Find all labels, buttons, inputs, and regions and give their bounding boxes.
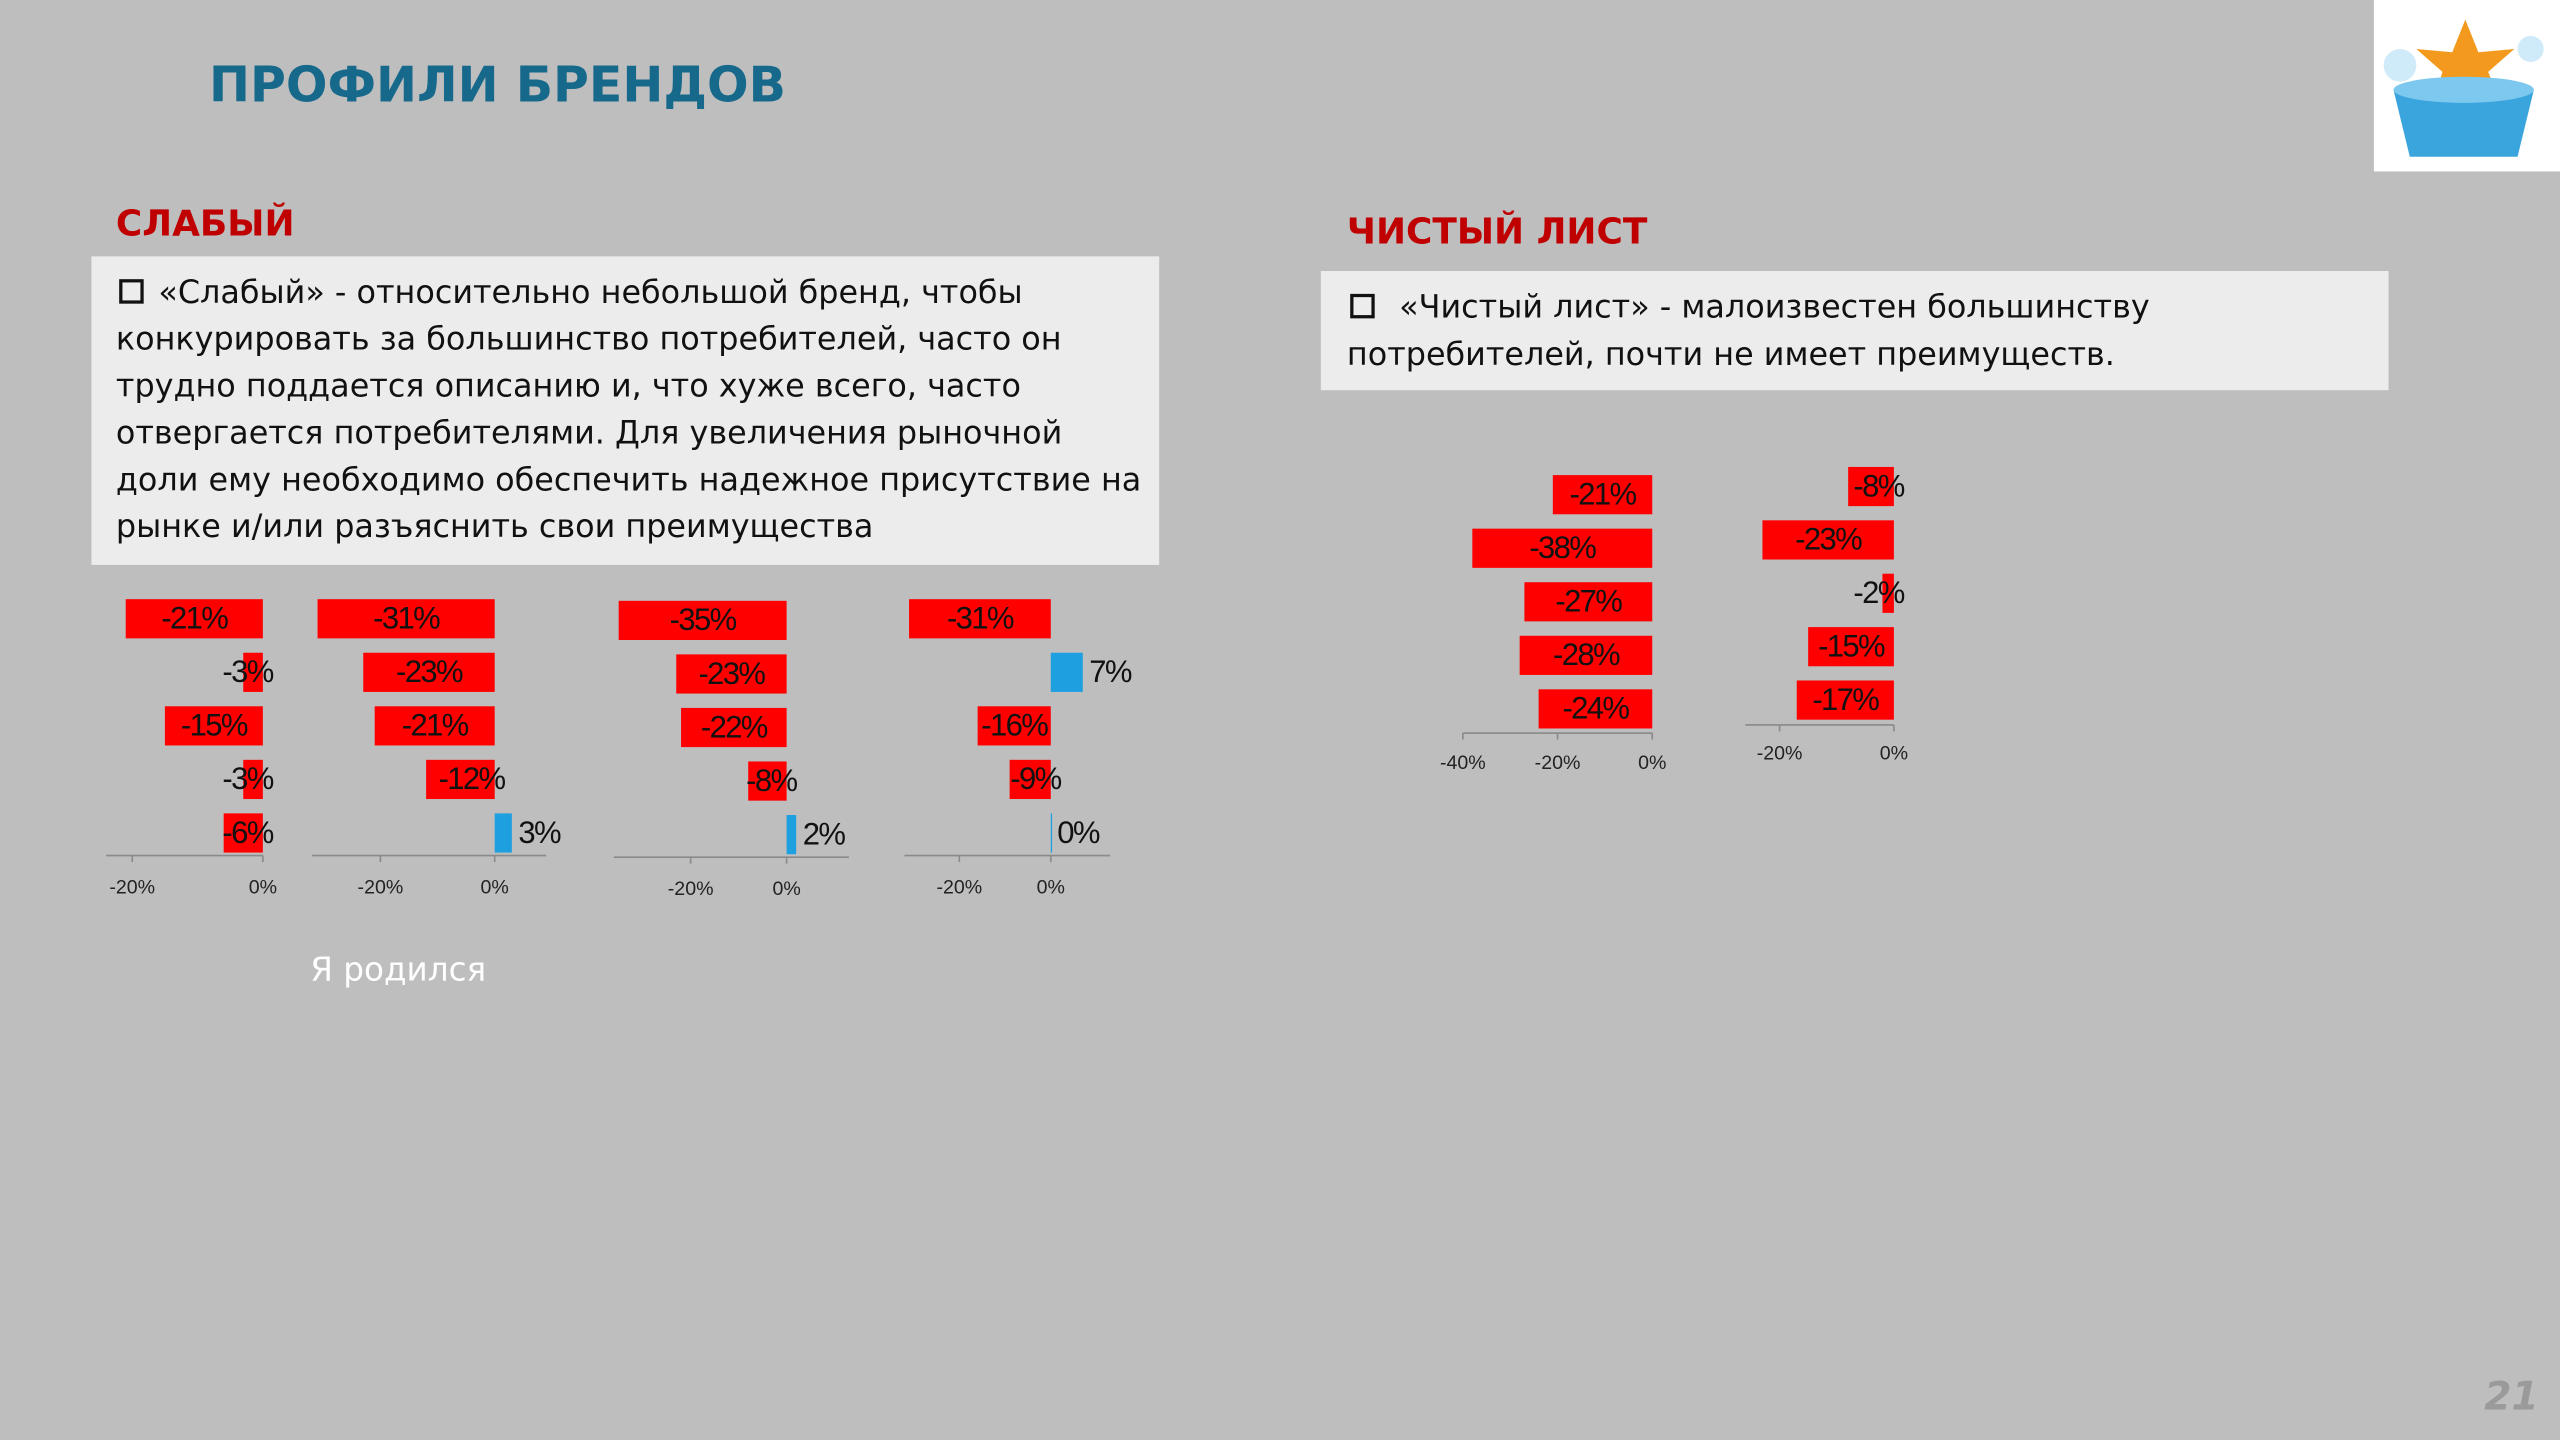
value-label: -16% [981,708,1048,743]
bar [1524,582,1653,622]
value-label: -3% [222,761,273,796]
bar [1050,652,1083,692]
x-tick-label: 0% [1638,752,1666,774]
description-line: «Чистый лист» - малоизвестен большинству [1399,288,2150,326]
bar [1882,573,1894,613]
bar [374,706,495,746]
description-box [91,256,1160,565]
bar [1538,689,1653,729]
value-label: -21% [161,601,228,636]
bar [909,599,1051,639]
bar [1009,759,1051,800]
description-line: отвергается потребителями. Для увеличени… [116,413,1062,451]
bar [1050,813,1053,853]
value-label: -21% [1570,477,1637,512]
description-line: трудно поддается описанию и, что хуже вс… [116,367,1021,405]
bar [1552,475,1653,515]
x-tick-label: -20% [936,876,982,898]
value-label: 2% [803,816,846,851]
value-label: -23% [1795,522,1862,557]
x-tick-label: -20% [668,878,714,900]
value-label: -31% [947,601,1014,636]
value-label: -15% [1818,629,1885,664]
logo [2373,0,2560,172]
bar [748,761,787,801]
section-heading: СЛАБЫЙ [116,202,295,244]
value-label: -35% [670,602,737,637]
value-label: -28% [1553,637,1620,672]
value-label: -8% [1853,468,1904,503]
bullet [119,279,144,304]
value-label: -17% [1812,682,1879,717]
value-label: -21% [402,708,469,743]
value-label: -23% [698,656,765,691]
bar [676,654,787,694]
value-label: -38% [1529,530,1596,565]
bar [1762,520,1894,560]
bar [363,652,495,692]
description-box [1320,271,2389,391]
description-line: рынке и/или разъяснить свои преимущества [116,507,874,545]
description-line: доли ему необходимо обеспечить надежное … [116,460,1141,498]
x-tick-label: 0% [772,878,800,900]
bar [243,652,263,692]
x-tick-label: 0% [1037,876,1065,898]
bar [243,759,263,800]
value-label: -24% [1562,691,1629,726]
value-label: -2% [1853,575,1904,610]
description-line: потребителей, почти не имеет преимуществ… [1347,335,2115,373]
value-label: -9% [1010,761,1061,796]
value-label: -22% [701,709,768,744]
bar [1472,528,1653,568]
value-label: -23% [396,654,463,689]
x-tick-label: -20% [358,876,404,898]
bar [1848,466,1894,507]
bar [786,815,797,855]
section-heading: ЧИСТЫЙ ЛИСТ [1347,210,1648,252]
x-tick-label: -20% [1535,752,1581,774]
bar [426,759,495,800]
value-label: -8% [746,763,797,798]
slide-title: ПРОФИЛИ БРЕНДОВ [209,57,786,114]
x-tick-label: -20% [109,876,155,898]
x-tick-label: -20% [1757,742,1803,764]
bar [977,706,1051,746]
x-tick-label: 0% [1880,742,1908,764]
bar [1519,635,1653,675]
bar [681,707,787,748]
description-line: «Слабый» - относительно небольшой бренд,… [158,273,1022,311]
value-label: 3% [518,815,561,850]
bar [618,600,787,640]
bullet [1350,293,1375,319]
value-label: 0% [1057,815,1100,850]
bar [1808,627,1894,667]
value-label: -3% [222,654,273,689]
value-label: -12% [439,761,506,796]
value-label: -27% [1555,584,1622,619]
value-label: -15% [181,708,248,743]
bar [223,813,263,853]
x-tick-label: 0% [481,876,509,898]
bar [1796,680,1894,720]
value-label: -6% [222,815,273,850]
page-number: 21 [2484,1375,2539,1420]
caption: Я родился [310,950,486,988]
bar [494,813,512,853]
description-line: конкурировать за большинство потребителе… [116,320,1062,358]
bar [317,599,495,639]
x-tick-label: -40% [1440,752,1486,774]
value-label: 7% [1089,654,1132,689]
bar [125,599,263,639]
bar [164,706,263,746]
x-tick-label: 0% [249,876,277,898]
value-label: -31% [373,601,440,636]
